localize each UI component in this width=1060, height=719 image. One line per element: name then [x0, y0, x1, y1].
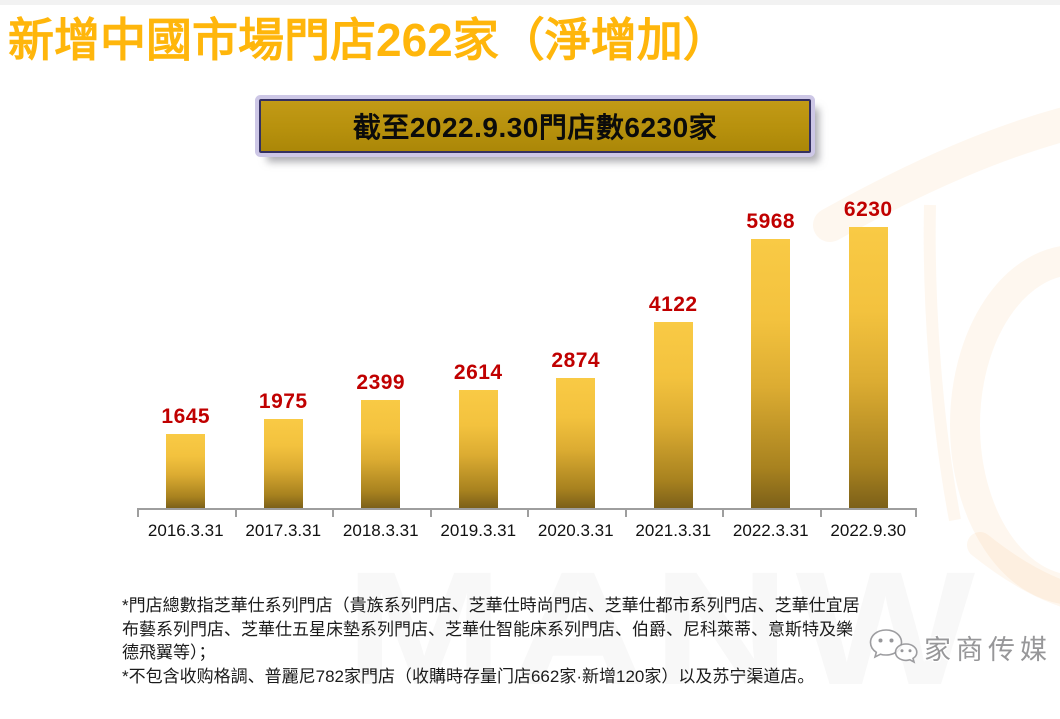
- bar-value-label: 1645: [161, 405, 211, 428]
- x-axis-tick-label: 2020.3.31: [537, 521, 614, 540]
- x-axis-tick-label: 2016.3.31: [147, 521, 224, 540]
- bar-value-label: 6230: [843, 198, 893, 221]
- footnote-block: *門店總數指芝華仕系列門店（貴族系列門店、芝華仕時尚門店、芝華仕都市系列門店、芝…: [122, 594, 952, 688]
- bar-value-label: 2874: [551, 349, 601, 372]
- x-axis-tick: [915, 508, 917, 517]
- x-axis-tick: [624, 508, 627, 517]
- bar-slot: 1645: [137, 405, 235, 508]
- bar: [166, 434, 206, 508]
- footnote-line: *門店總數指芝華仕系列門店（貴族系列門店、芝華仕時尚門店、芝華仕都市系列門店、芝…: [122, 596, 860, 615]
- x-axis-tick-label: 2022.9.30: [830, 521, 907, 540]
- x-axis-tick-label: 2018.3.31: [342, 521, 419, 540]
- x-axis-tick: [819, 508, 822, 517]
- bar-slot: 2874: [527, 349, 625, 508]
- bar-value-label: 4122: [648, 293, 698, 316]
- bar: [361, 400, 401, 508]
- bar: [263, 419, 303, 508]
- bar-slot: 2399: [332, 371, 430, 508]
- store-count-banner-text: 截至2022.9.30門店數6230家: [352, 112, 718, 143]
- x-axis-tick: [234, 508, 237, 517]
- bar-value-label: 1975: [258, 390, 308, 413]
- footnote-line: *不包含收购格調、普麗尼782家門店（收購時存量门店662家·新增120家）以及…: [122, 666, 815, 686]
- x-axis-tick-label: 2021.3.31: [635, 521, 712, 540]
- bar: [653, 322, 693, 508]
- bar-slot: 6230: [820, 198, 918, 508]
- media-watermark-text: 家商传媒: [924, 634, 1052, 665]
- footnote-line: 德飛翼等）；: [122, 643, 216, 662]
- footnote-line: 布藝系列門店、芝華仕五星床墊系列門店、芝華仕智能床系列門店、伯爵、尼科萊蒂、意斯…: [122, 619, 853, 639]
- bar-value-label: 2399: [356, 371, 406, 394]
- bar-value-label: 5968: [746, 210, 796, 233]
- bar: [848, 227, 888, 508]
- x-axis-tick-label: 2017.3.31: [245, 521, 322, 540]
- bar-slot: 4122: [625, 293, 723, 508]
- bar-value-label: 2614: [453, 361, 503, 384]
- bar-slot: 1975: [235, 390, 333, 508]
- bar: [458, 390, 498, 508]
- x-axis-tick: [429, 508, 432, 517]
- bar-slot: 2614: [430, 361, 528, 508]
- chart-plot-area: 1645 1975 2399 2614 2874 4122 5968 6230: [137, 196, 917, 508]
- bar: [751, 239, 791, 508]
- media-watermark: 家商传媒: [866, 626, 1052, 668]
- x-axis-tick: [332, 508, 334, 517]
- x-axis-tick-label: 2022.3.31: [732, 521, 809, 540]
- slide-top-edge: [0, 0, 1060, 5]
- store-count-bar-chart: 1645 1975 2399 2614 2874 4122 5968 6230 2016.3.…: [137, 196, 917, 541]
- store-count-banner: 截至2022.9.30門店數6230家: [259, 99, 811, 153]
- x-axis-tick: [527, 508, 529, 517]
- x-axis-tick: [137, 508, 139, 517]
- bar-slot: 5968: [722, 210, 820, 508]
- x-axis-tick-label: 2019.3.31: [440, 521, 517, 540]
- chart-x-axis: [137, 508, 917, 517]
- chat-bubbles-icon: [869, 629, 918, 664]
- page-title: 新增中國市場門店262家（淨增加）: [8, 14, 729, 66]
- bar: [556, 378, 596, 508]
- x-axis-tick: [722, 508, 724, 517]
- background-watermark-letters: MANW: [345, 538, 982, 719]
- chart-x-axis-labels: 2016.3.31 2017.3.31 2018.3.31 2019.3.31 2020…: [137, 521, 917, 541]
